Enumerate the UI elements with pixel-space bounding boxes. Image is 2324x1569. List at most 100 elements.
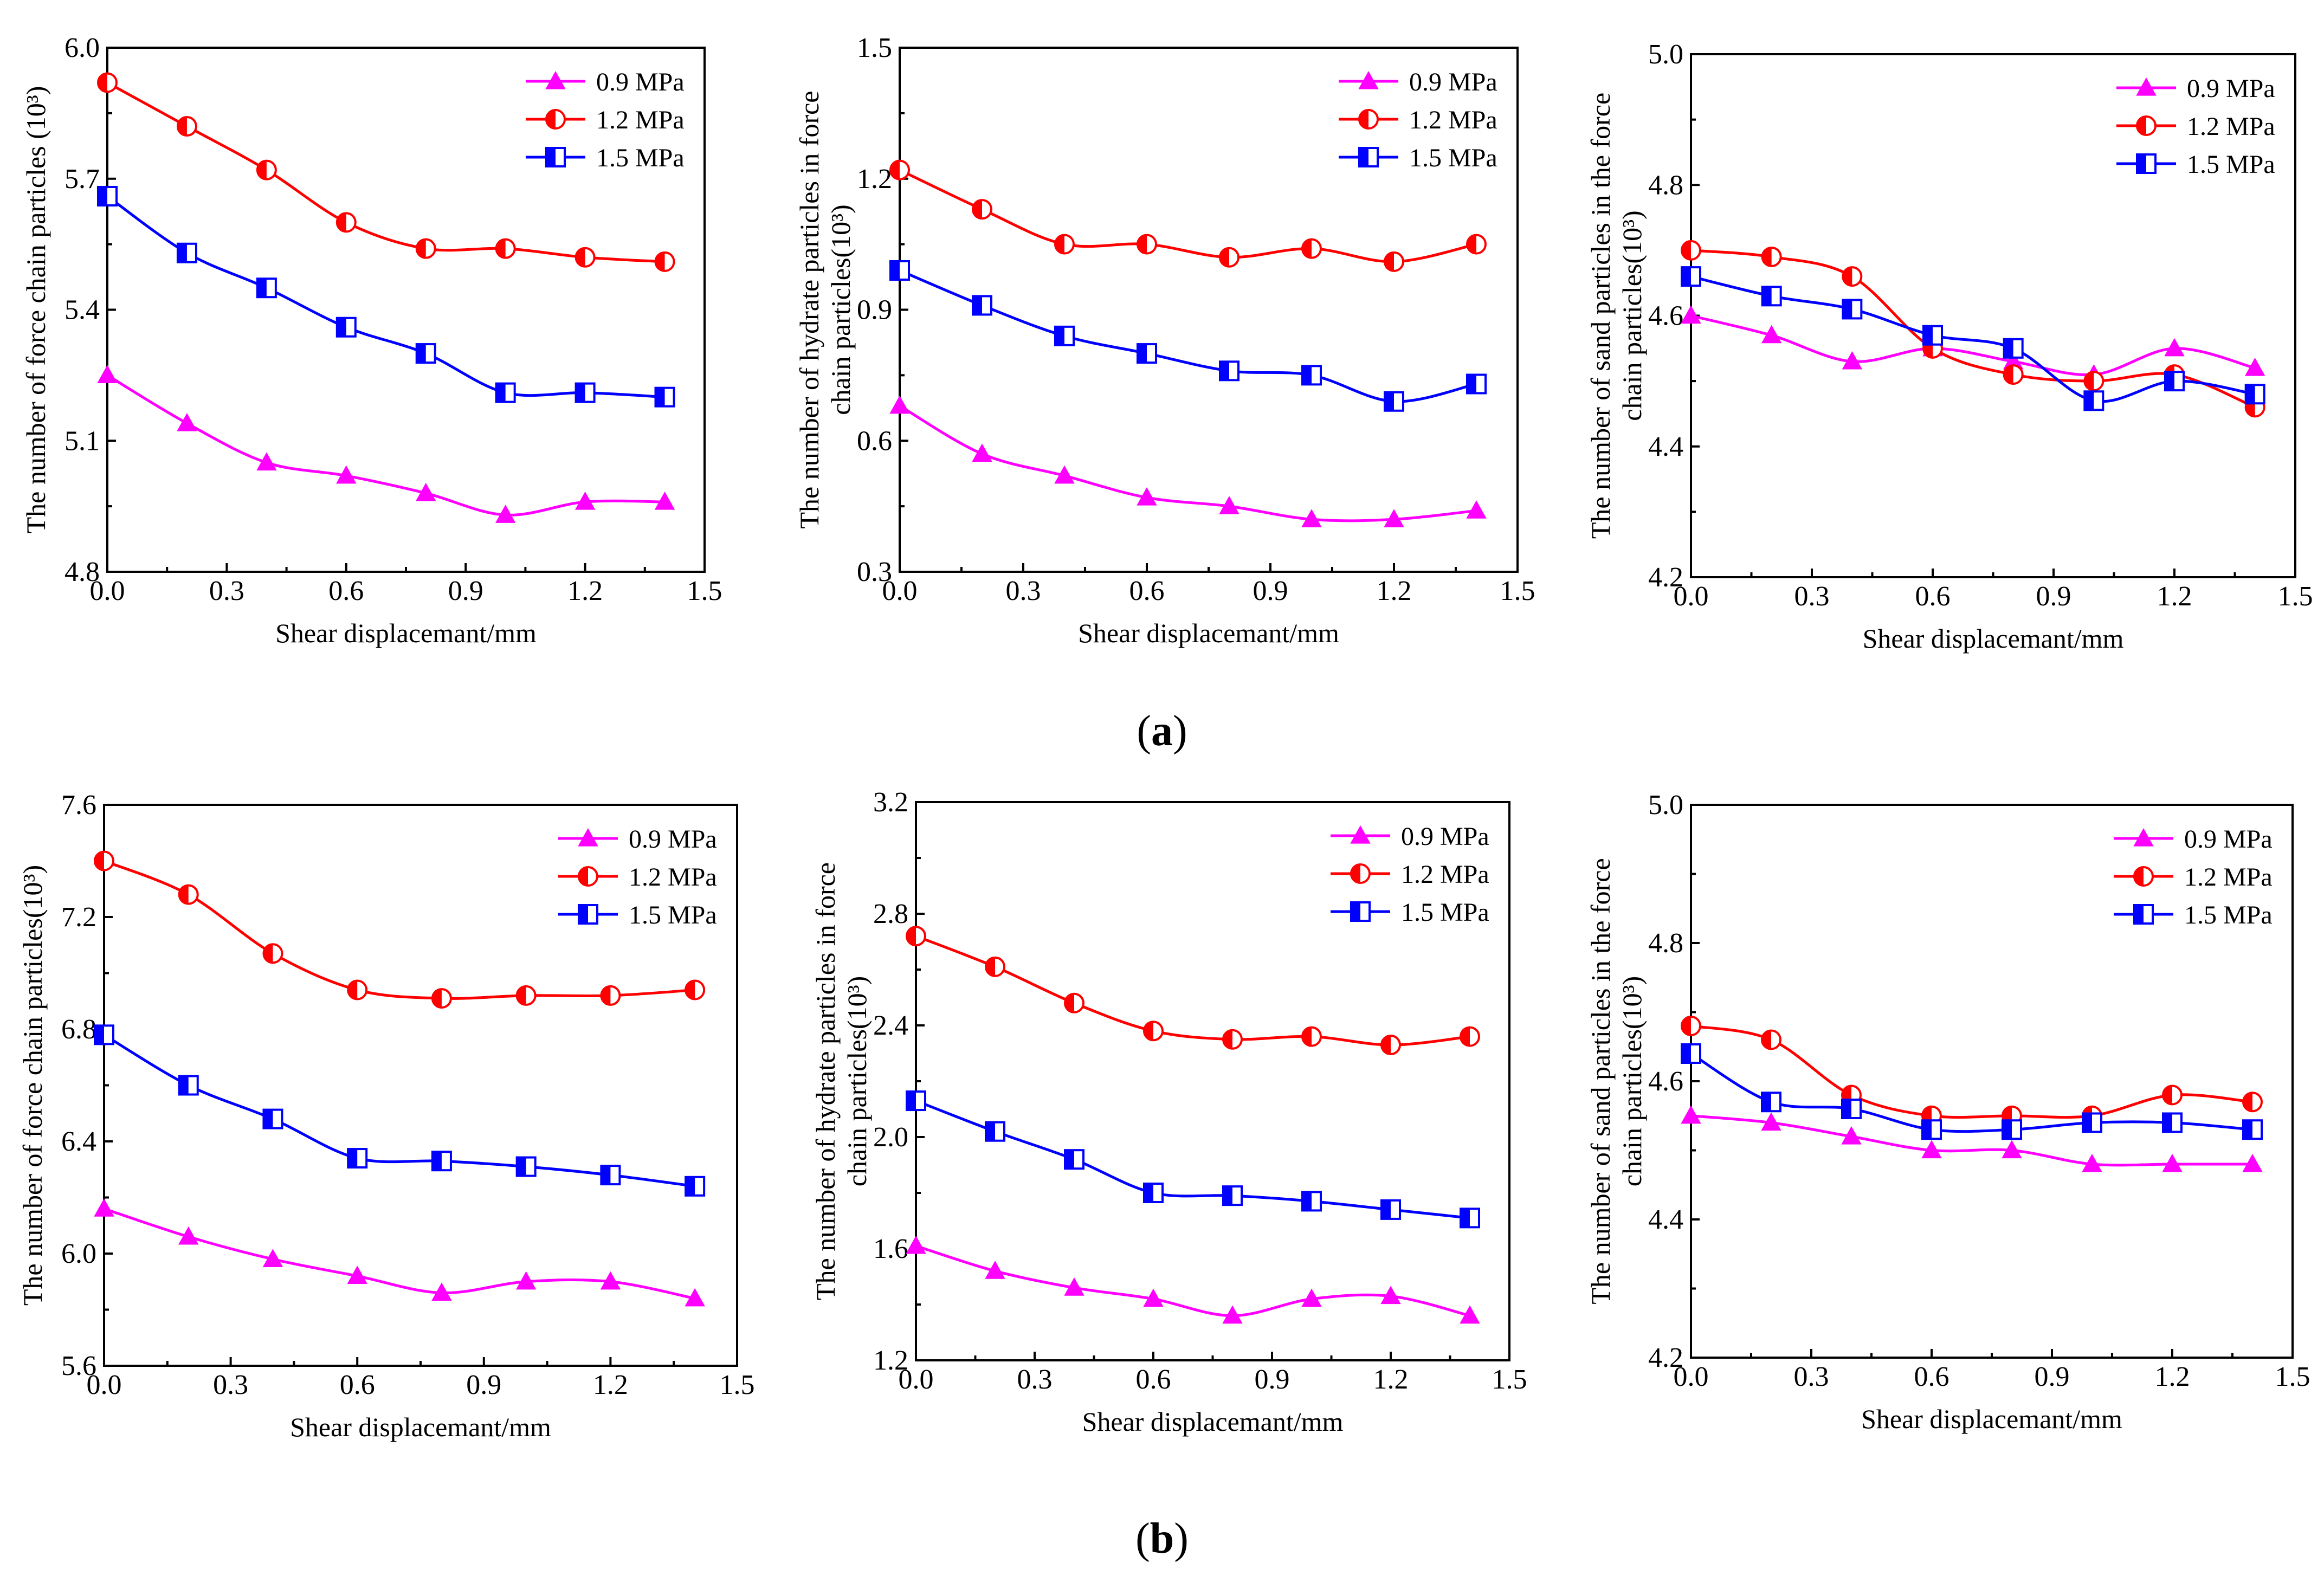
- x-tick-label: 0.9: [2036, 581, 2071, 612]
- data-point: [2002, 1140, 2022, 1159]
- data-point-half: [986, 957, 995, 976]
- legend-entry: 1.5 MPa: [2114, 901, 2273, 929]
- legend-label: 1.2 MPa: [2184, 863, 2273, 892]
- data-point: [1761, 1112, 1781, 1131]
- x-tick-label: 1.2: [2155, 1361, 2190, 1392]
- data-point-half: [2243, 1093, 2252, 1112]
- x-axis-label: Shear displacemant/mm: [1863, 623, 2124, 654]
- data-point: [600, 1165, 621, 1186]
- data-point: [1380, 1199, 1401, 1220]
- data-point: [2242, 1153, 2263, 1172]
- series-line: [104, 860, 695, 1000]
- data-point: [2244, 384, 2265, 405]
- data-point-half: [496, 239, 506, 258]
- data-point: [972, 295, 992, 316]
- data-point: [1064, 1277, 1084, 1296]
- data-point-half: [1065, 1150, 1074, 1169]
- data-point: [985, 1121, 1005, 1142]
- data-point-half: [1065, 993, 1074, 1012]
- legend-entry: 0.9 MPa: [526, 68, 685, 96]
- data-point: [1761, 325, 1782, 344]
- data-point-half: [432, 989, 442, 1008]
- data-point: [2242, 1092, 2263, 1113]
- y-tick-label: 4.8: [1648, 928, 1683, 959]
- data-point-half: [1461, 1027, 1470, 1046]
- data-point-half: [177, 243, 187, 262]
- x-tick-label: 1.2: [1377, 576, 1412, 606]
- legend-label: 1.5 MPa: [1409, 144, 1497, 172]
- data-point-half: [263, 944, 273, 963]
- data-point-half: [1843, 300, 1852, 319]
- legend-label: 1.5 MPa: [2184, 901, 2273, 929]
- x-tick-label: 0.6: [328, 576, 364, 606]
- y-tick-label: 7.2: [61, 902, 96, 933]
- data-point: [2244, 357, 2265, 376]
- data-point-half: [517, 986, 526, 1005]
- data-point-half: [686, 980, 695, 999]
- y-tick-label: 5.7: [64, 164, 100, 195]
- x-axis-label: Shear displacemant/mm: [275, 618, 537, 648]
- y-tick-label: 0.6: [857, 425, 892, 456]
- legend-marker-half: [546, 110, 556, 128]
- data-point: [495, 505, 516, 523]
- data-point: [1219, 496, 1240, 514]
- x-tick-label: 0.9: [1253, 576, 1288, 606]
- y-axis-label: The number of force chain particles (10³…: [21, 86, 51, 534]
- data-point: [1921, 1119, 1942, 1140]
- data-point: [515, 1156, 537, 1177]
- data-point: [1301, 509, 1322, 527]
- y-axis-label: chain particles(10³): [1617, 210, 1647, 421]
- data-point: [1301, 1191, 1322, 1212]
- data-point-half: [2165, 372, 2174, 391]
- data-point: [1841, 1099, 1862, 1119]
- series-1-5-MPa: [97, 185, 675, 408]
- x-axis-label: Shear displacemant/mm: [1082, 1406, 1344, 1437]
- data-point: [262, 943, 283, 964]
- x-tick-label: 0.0: [87, 1370, 122, 1400]
- data-point-half: [2003, 1120, 2012, 1139]
- data-point: [347, 979, 368, 1000]
- data-point: [654, 251, 675, 272]
- data-point-half: [655, 252, 665, 271]
- data-point: [178, 1075, 199, 1096]
- legend-entry: 1.2 MPa: [2114, 863, 2273, 892]
- data-point-half: [2243, 1120, 2252, 1139]
- series-line: [106, 195, 665, 399]
- legend-marker-half: [1351, 864, 1360, 883]
- data-point-half: [907, 927, 916, 946]
- series-1-5-MPa: [94, 1024, 706, 1197]
- data-point: [256, 159, 277, 180]
- x-tick-label: 1.5: [1492, 1364, 1527, 1395]
- data-point-half: [1138, 344, 1147, 363]
- data-point-half: [1762, 1093, 1771, 1112]
- data-point: [2083, 371, 2104, 392]
- data-point: [889, 260, 910, 281]
- x-tick-label: 0.6: [1129, 576, 1165, 606]
- legend-entry: 1.2 MPa: [526, 106, 685, 134]
- data-point-half: [337, 318, 346, 337]
- data-point: [2162, 1112, 2183, 1133]
- data-point: [1301, 1288, 1322, 1307]
- data-point: [889, 159, 910, 180]
- series-line: [1690, 275, 2256, 403]
- y-tick-label: 4.8: [64, 557, 100, 587]
- data-point: [97, 365, 118, 383]
- data-point: [1064, 992, 1084, 1013]
- data-point: [431, 988, 452, 1009]
- data-point-half: [1220, 361, 1229, 380]
- data-point: [2164, 371, 2185, 392]
- legend-entry: 0.9 MPa: [558, 825, 717, 854]
- legend-entry: 1.5 MPa: [1331, 898, 1489, 927]
- data-point: [262, 1249, 283, 1267]
- data-point-half: [576, 383, 585, 402]
- data-point-half: [2004, 339, 2013, 358]
- data-point-half: [973, 200, 982, 219]
- data-point-half: [1223, 1186, 1232, 1205]
- x-tick-label: 1.2: [1373, 1364, 1409, 1395]
- series-1-2-MPa: [906, 926, 1480, 1056]
- data-point: [176, 116, 197, 137]
- data-point-half: [1055, 235, 1064, 254]
- y-tick-label: 6.4: [61, 1126, 96, 1157]
- data-point-half: [177, 117, 187, 136]
- x-tick-label: 1.5: [720, 1370, 755, 1400]
